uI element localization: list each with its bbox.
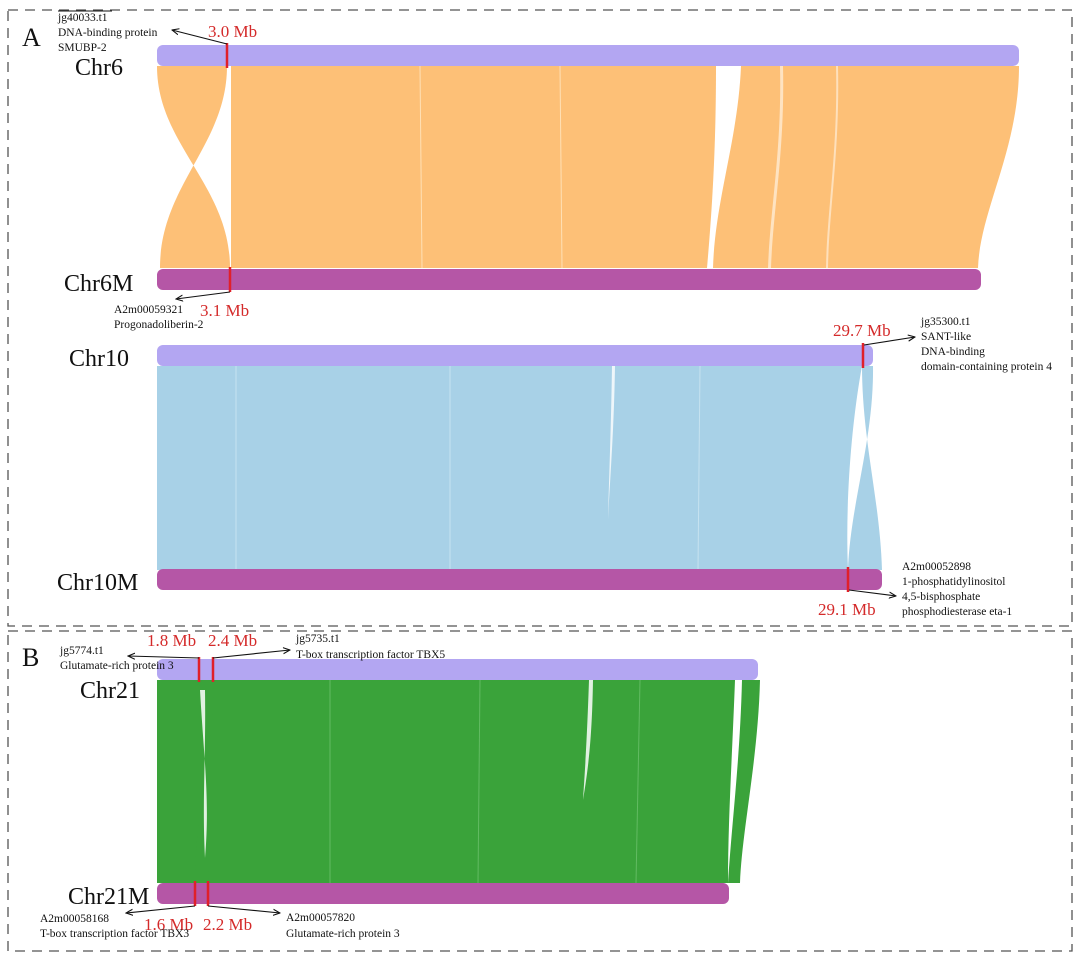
- chr10-ref-label: Chr10: [69, 346, 129, 372]
- chr21-collinear-block: [157, 680, 735, 883]
- chr10-ref-gene-arrow: [863, 337, 915, 346]
- chr10-query-gene-desc-2: 4,5-bisphosphate: [902, 591, 980, 603]
- chr6-ref-mb-label: 3.0 Mb: [208, 22, 257, 41]
- chr21-query-left-gene-id: A2m00058168: [40, 913, 109, 925]
- chr21-query-label: Chr21M: [68, 884, 149, 910]
- chr21-links: [157, 679, 760, 884]
- chr21-query-mb-label-1: 1.6 Mb: [144, 915, 193, 934]
- chr21-query-left-gene-desc: T-box transcription factor TBX3: [40, 928, 189, 940]
- chr6-synteny: Chr6 Chr6M 3.0 Mb 3.1 Mb jg40033.t1 DNA-…: [57, 10, 1019, 331]
- chr6-ref-gene-desc: DNA-binding protein: [58, 27, 158, 39]
- chr21-ref-bar: [157, 659, 758, 680]
- chr6-ref-gene-id: jg40033.t1: [57, 12, 108, 24]
- panel-a-frame: [7, 9, 1073, 627]
- chr21-ref-mb-label-2: 2.4 Mb: [208, 631, 257, 650]
- chr10-ref-gene-id: jg35300.t1: [920, 316, 971, 328]
- chr21-ref-right-gene-desc: T-box transcription factor TBX5: [296, 649, 445, 661]
- chr21-query-right-gene-id: A2m00057820: [286, 912, 355, 924]
- chr21-ref-left-gene-arrow: [128, 656, 200, 658]
- chr6-ref-label: Chr6: [75, 55, 123, 81]
- chr10-ref-mb-label: 29.7 Mb: [833, 321, 891, 340]
- chr21-ref-right-gene-id: jg5735.t1: [295, 633, 340, 645]
- chr10-ref-gene-desc-2: DNA-binding: [921, 346, 985, 358]
- chr21-ref-label: Chr21: [80, 678, 140, 704]
- chr21-end-block: [728, 680, 760, 883]
- chr6-query-mb-label: 3.1 Mb: [200, 301, 249, 320]
- panel-letter-a: A: [22, 23, 41, 52]
- chr6-links: [157, 65, 1019, 269]
- chr21-query-bar: [157, 883, 729, 904]
- chr10-query-gene-desc-1: 1-phosphatidylinositol: [902, 576, 1006, 588]
- chr6-inversion-block: [157, 66, 230, 268]
- chr10-ref-gene-desc-3: domain-containing protein 4: [921, 361, 1052, 373]
- chr21-inversion-block: [195, 680, 214, 883]
- chr21-ref-right-gene-arrow: [212, 650, 290, 659]
- chr10-inversion-block: [848, 366, 882, 570]
- chr21-ref-mb-label-1: 1.8 Mb: [147, 631, 196, 650]
- chr10-query-label: Chr10M: [57, 570, 138, 596]
- chr21-query-left-gene-arrow: [126, 905, 196, 913]
- chr10-query-mb-label: 29.1 Mb: [818, 600, 876, 619]
- chr10-synteny: Chr10 Chr10M 29.7 Mb 29.1 Mb jg35300.t1 …: [57, 316, 1052, 619]
- chr21-query-right-gene-arrow: [207, 905, 280, 913]
- panel-letter-b: B: [22, 643, 39, 672]
- panel-b-frame: [7, 630, 1073, 952]
- chr6-collinear-block-1: [231, 66, 716, 268]
- chr10-collinear-block: [157, 366, 862, 570]
- chr10-query-gene-id: A2m00052898: [902, 561, 971, 573]
- chr6-query-bar: [157, 269, 981, 290]
- chr10-ref-bar: [157, 345, 873, 366]
- chr6-query-gene-arrow: [176, 291, 231, 299]
- chr6-query-gene-desc: Progonadoliberin-2: [114, 319, 204, 331]
- chr10-query-gene-desc-3: phosphodiesterase eta-1: [902, 606, 1012, 618]
- chr21-synteny: Chr21 Chr21M 1.8 Mb 2.4 Mb 1.6 Mb 2.2 Mb…: [40, 631, 760, 940]
- chr6-collinear-block-2: [713, 66, 1019, 268]
- chr21-query-right-gene-desc: Glutamate-rich protein 3: [286, 928, 400, 940]
- chr21-query-mb-label-2: 2.2 Mb: [203, 915, 252, 934]
- chr6-ref-gene-arrow: [172, 30, 228, 45]
- chr21-ref-left-gene-desc: Glutamate-rich protein 3: [60, 660, 174, 672]
- chr10-ref-gene-desc-1: SANT-like: [921, 331, 971, 343]
- chr6-query-gene-id: A2m00059321: [114, 304, 183, 316]
- chr10-query-bar: [157, 569, 882, 590]
- chr10-query-gene-arrow: [848, 589, 896, 596]
- chr6-ref-bar: [157, 45, 1019, 66]
- chr6-ref-gene-desc-2: SMUBP-2: [58, 42, 107, 54]
- chr21-ref-left-gene-id: jg5774.t1: [59, 645, 104, 657]
- chr10-links: [157, 365, 882, 571]
- chr6-query-label: Chr6M: [64, 271, 133, 297]
